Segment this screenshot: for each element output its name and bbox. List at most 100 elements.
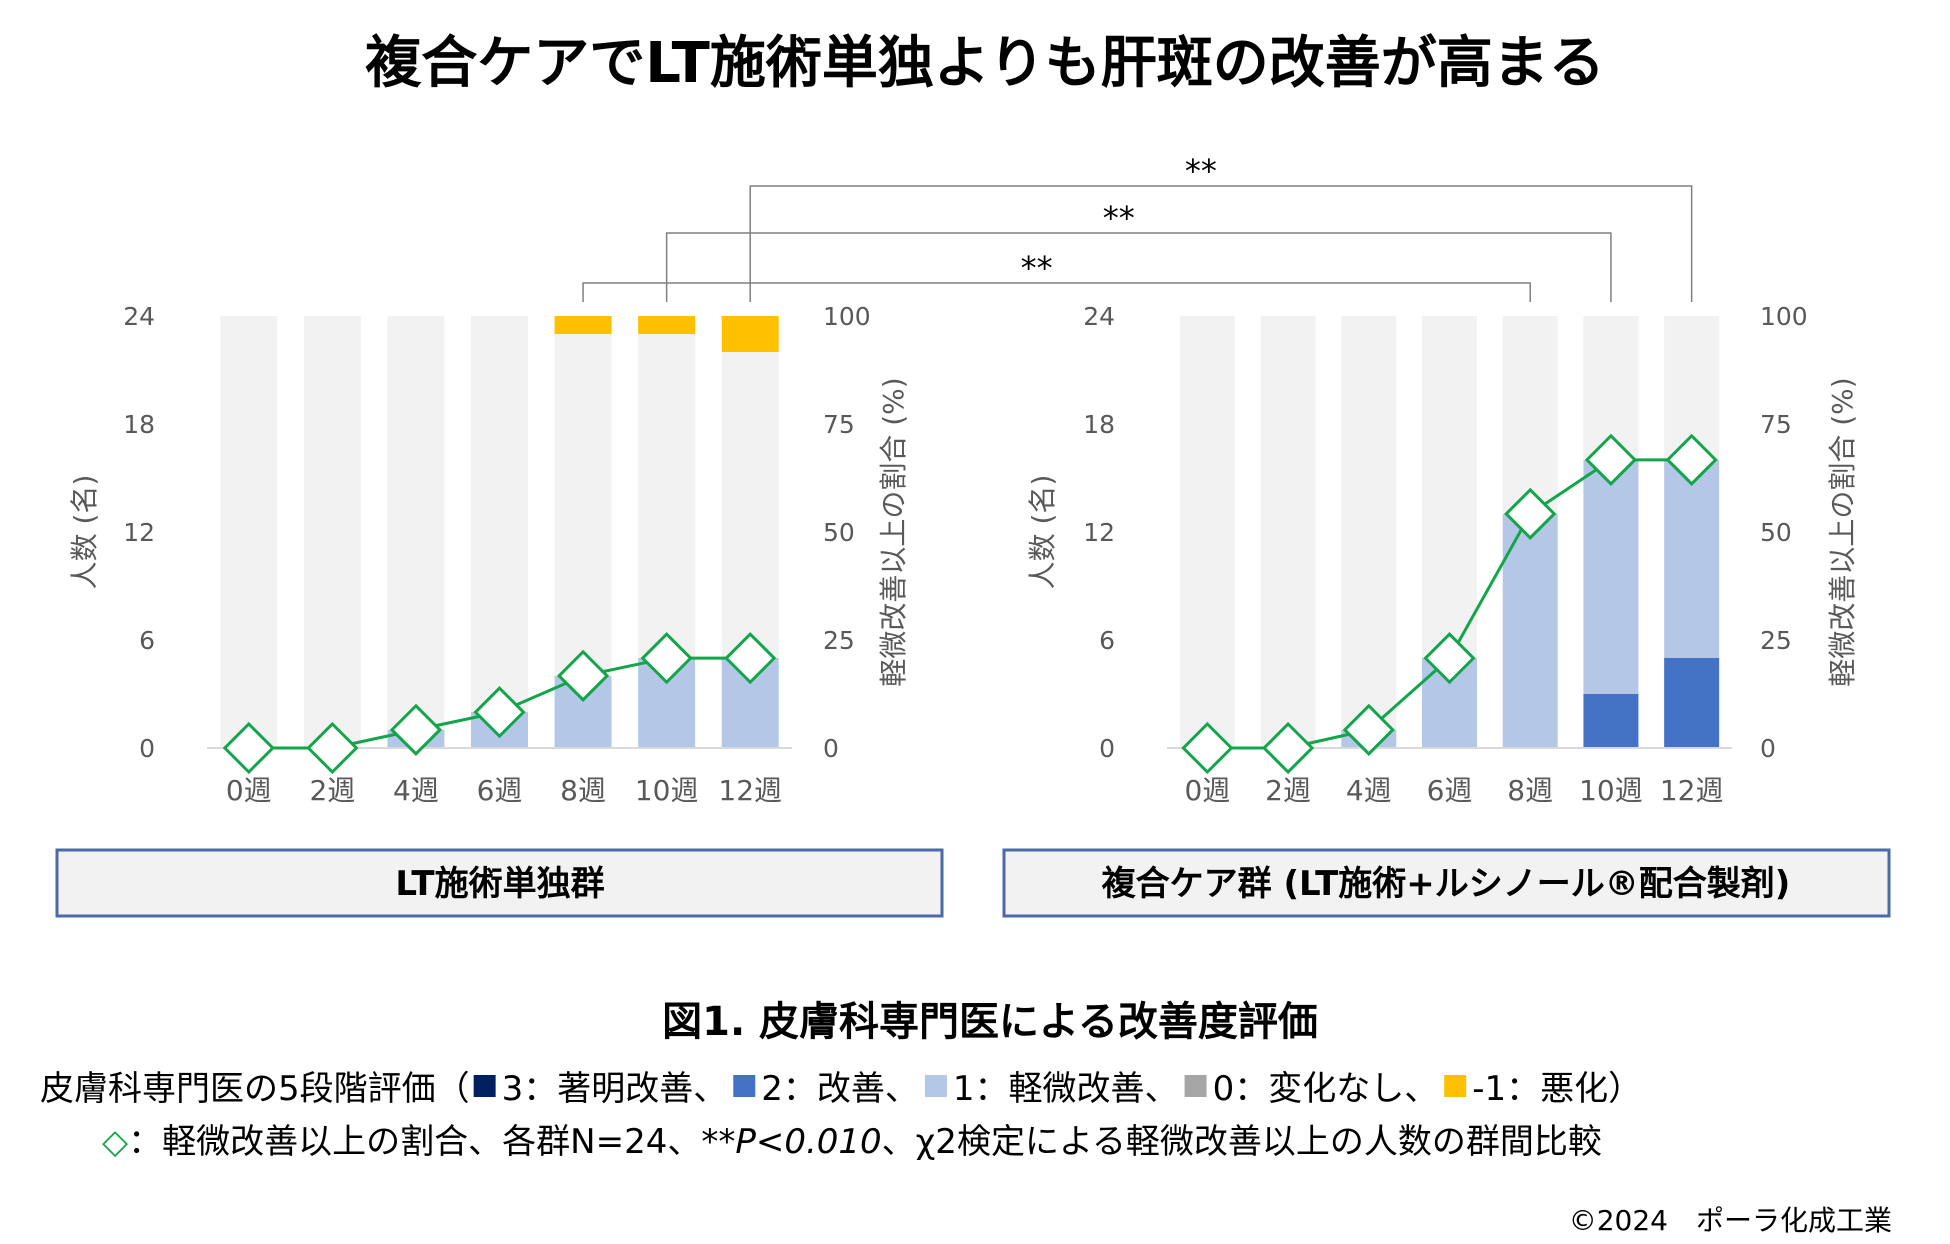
- legend-item-label: 0：変化なし、: [1213, 1069, 1439, 1109]
- bar-segment: [1422, 316, 1477, 658]
- significance-label: **: [1185, 152, 1217, 190]
- y2-tick-label: 75: [823, 410, 855, 439]
- y-tick-label: 18: [1083, 410, 1115, 439]
- significance-label: **: [1103, 199, 1135, 237]
- legend-item-label: 3：著明改善、: [502, 1069, 728, 1109]
- legend-swatch: [473, 1075, 496, 1097]
- legend-swatch: [733, 1075, 756, 1097]
- bar-segment: [554, 316, 612, 334]
- y-tick-label: 24: [123, 302, 155, 331]
- legend-note-pre: ：軽微改善以上の割合、各群N=24、: [128, 1122, 701, 1162]
- bar-segment: [303, 316, 361, 748]
- chart-combined-care: 0 6 12 18 24 0 25 50 75 100 0週 2週 4週 6週 8週 10週 12週 人数 (名)…: [1026, 302, 1859, 807]
- line-point-diamond: [1584, 433, 1638, 486]
- bar-segment: [1583, 694, 1639, 748]
- group-box-combined: [1002, 848, 1891, 918]
- line-point-diamond: [306, 721, 359, 775]
- line-point-diamond: [389, 703, 443, 756]
- y-tick-label: 12: [1083, 518, 1115, 547]
- line-point-diamond: [724, 632, 777, 685]
- x-tick-label: 12週: [718, 774, 782, 807]
- legend-intro: 皮膚科専門医の5段階評価（: [40, 1069, 470, 1109]
- significance-bracket: [582, 282, 1531, 302]
- legend: 皮膚科専門医の5段階評価（ 3：著明改善、 2：改善、 1：軽微改善、 0：変化なし、 -…: [40, 1069, 1642, 1109]
- line-point-diamond: [640, 632, 693, 685]
- line-point-diamond: [556, 649, 610, 702]
- diamond-legend-icon: ◇: [102, 1122, 129, 1162]
- bar-segment: [471, 316, 528, 712]
- x-tick-label: 6週: [1427, 774, 1473, 807]
- legend-note: ◇：軽微改善以上の割合、各群N=24、**P<0.010、χ2検定による軽微改善…: [102, 1122, 1602, 1162]
- y2-tick-label: 100: [1760, 302, 1808, 331]
- y2-tick-label: 25: [1760, 626, 1792, 655]
- y-tick-label: 6: [1099, 626, 1115, 655]
- bar-segment: [1502, 514, 1558, 748]
- y2-tick-label: 100: [823, 302, 871, 331]
- x-tick-label: 6週: [477, 774, 523, 807]
- bar-segment: [1664, 658, 1720, 748]
- line-point-diamond: [222, 721, 275, 775]
- y2-axis-label: 軽微改善以上の割合 (%): [1826, 377, 1859, 686]
- bar-segment: [1664, 460, 1720, 658]
- y2-tick-label: 25: [823, 626, 855, 655]
- y-axis-label: 人数 (名): [1026, 475, 1059, 590]
- y-tick-label: 18: [123, 410, 155, 439]
- line-point-diamond: [1181, 721, 1234, 775]
- y2-axis-label: 軽微改善以上の割合 (%): [877, 377, 910, 686]
- y-tick-label: 24: [1083, 302, 1115, 331]
- bar-segment: [1179, 316, 1235, 748]
- bar-segment: [721, 352, 779, 658]
- significance-bracket: [749, 185, 1693, 302]
- x-tick-label: 12週: [1660, 774, 1724, 807]
- x-tick-label: 10週: [1579, 774, 1643, 807]
- line-point-diamond: [1665, 433, 1718, 486]
- bar-segment: [554, 334, 612, 676]
- bar-segment: [1583, 460, 1639, 694]
- legend-note-p: **P<0.010: [701, 1122, 881, 1162]
- y2-tick-label: 0: [1760, 734, 1776, 763]
- x-tick-label: 8週: [560, 774, 606, 807]
- significance-label: **: [1021, 249, 1053, 287]
- copyright: ©2024 ポーラ化成工業: [1569, 1204, 1892, 1237]
- bar-segment: [1341, 316, 1397, 730]
- legend-swatch: [924, 1075, 947, 1097]
- chart-lt-only: 0 6 12 18 24 0 25 50 75 100 0週 2週 4週 6週 8週 10週 12週 人数 (名)…: [68, 302, 910, 807]
- line-point-diamond: [1423, 632, 1476, 685]
- line-point-diamond: [1504, 487, 1557, 540]
- group-label-lt-only: LT施術単独群: [395, 864, 604, 904]
- group-box-lt-only: [55, 848, 944, 918]
- y2-tick-label: 50: [823, 518, 855, 547]
- x-tick-label: 10週: [635, 774, 699, 807]
- y2-tick-label: 50: [1760, 518, 1792, 547]
- x-tick-label: 8週: [1507, 774, 1553, 807]
- x-tick-label: 4週: [393, 774, 439, 807]
- line-point-diamond: [473, 686, 526, 739]
- y-tick-label: 12: [123, 518, 155, 547]
- legend-item-label: 1：軽微改善、: [953, 1069, 1179, 1109]
- bar-segment: [638, 316, 696, 334]
- y-axis-label: 人数 (名): [68, 475, 101, 590]
- legend-swatch: [1444, 1075, 1467, 1097]
- legend-swatch: [1184, 1075, 1207, 1097]
- page-title: 複合ケアでLT施術単独よりも肝斑の改善が高まる: [365, 31, 1605, 96]
- significance-bracket: [665, 232, 1612, 302]
- bar-segment: [387, 316, 445, 730]
- y-tick-label: 0: [139, 734, 155, 763]
- bar-segment: [1502, 316, 1558, 514]
- bar-segment: [220, 316, 278, 748]
- y2-tick-label: 0: [823, 734, 839, 763]
- x-tick-label: 2週: [309, 774, 355, 807]
- figure-caption: 図1. 皮膚科専門医による改善度評価: [662, 999, 1318, 1045]
- group-label-combined: 複合ケア群 (LT施術+ルシノール®配合製剤): [1102, 864, 1791, 904]
- legend-item-label: -1：悪化）: [1472, 1069, 1642, 1109]
- y-tick-label: 6: [139, 626, 155, 655]
- bar-segment: [638, 334, 696, 658]
- y2-tick-label: 75: [1760, 410, 1792, 439]
- significance-brackets: ** ** **: [582, 152, 1693, 302]
- legend-note-post: 、χ2検定による軽微改善以上の人数の群間比較: [882, 1122, 1602, 1162]
- legend-item-label: 2：改善、: [761, 1069, 919, 1109]
- x-tick-label: 4週: [1346, 774, 1392, 807]
- bar-segment: [721, 316, 779, 352]
- x-tick-label: 0週: [226, 774, 272, 807]
